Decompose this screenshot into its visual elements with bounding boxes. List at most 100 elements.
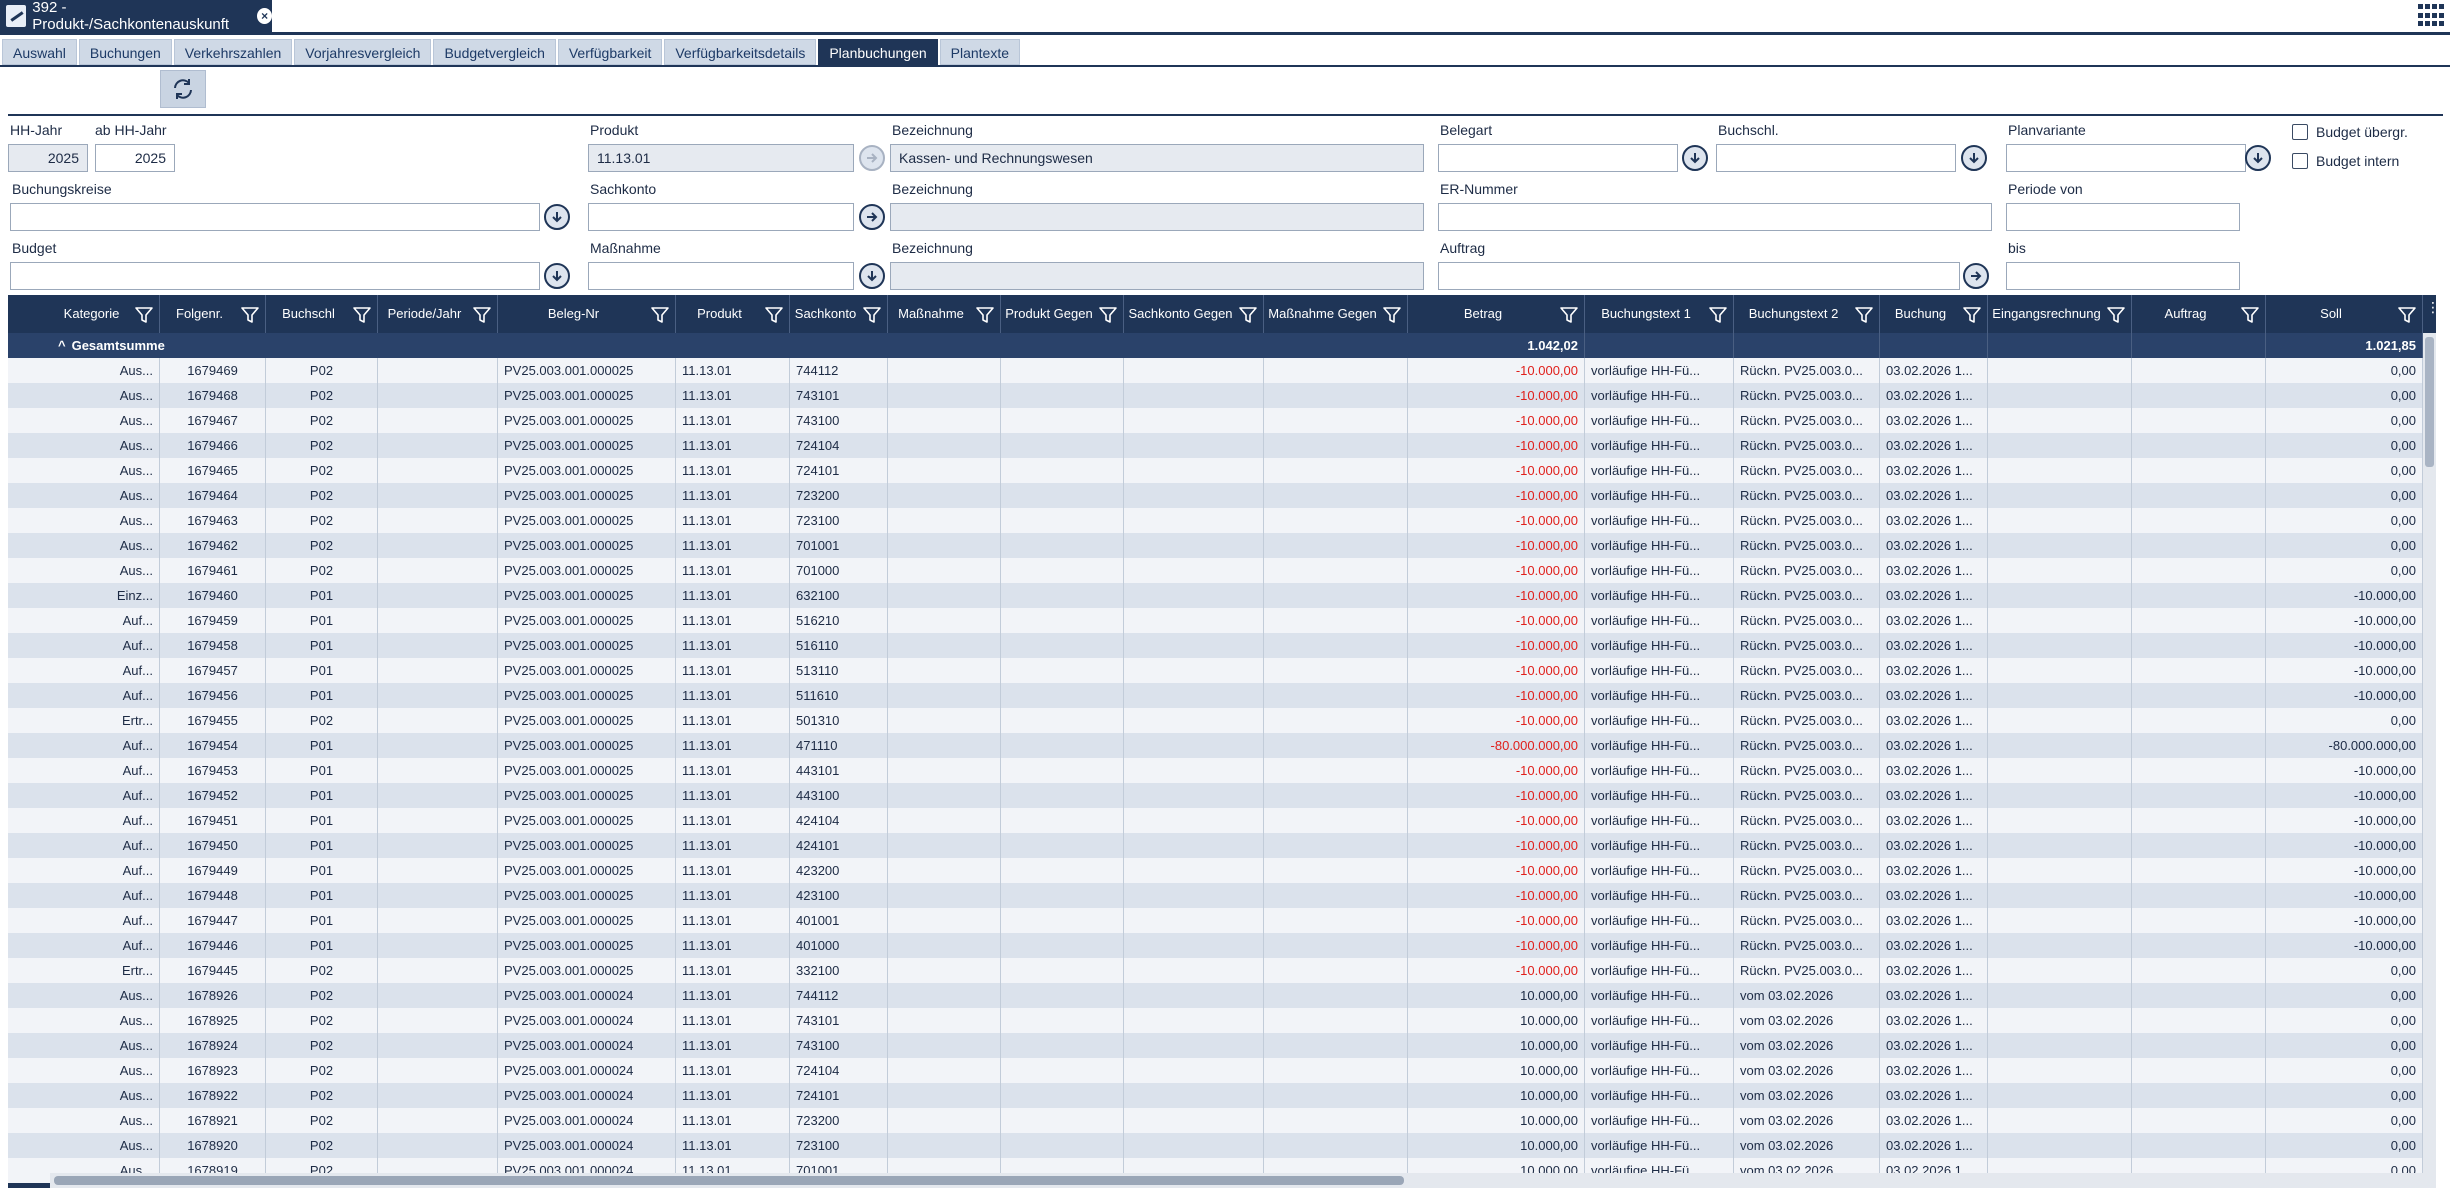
table-row[interactable]: Auf... 1679446 P01 PV25.003.001.000025 11.13… [8, 933, 2436, 958]
budget-uebergr-checkbox[interactable] [2292, 124, 2308, 140]
table-row[interactable]: Aus... 1679461 P02 PV25.003.001.000025 11.13… [8, 558, 2436, 583]
filter-icon[interactable] [862, 305, 882, 325]
table-row[interactable]: Auf... 1679447 P01 PV25.003.001.000025 11.13… [8, 908, 2436, 933]
tab-vorjahresvergleich[interactable]: Vorjahresvergleich [294, 39, 432, 65]
column-header[interactable]: Folgenr. [160, 295, 266, 333]
massnahme-field[interactable] [588, 262, 854, 290]
table-row[interactable]: Auf... 1679450 P01 PV25.003.001.000025 11.13… [8, 833, 2436, 858]
bis-field[interactable] [2006, 262, 2240, 290]
table-row[interactable]: Aus... 1679466 P02 PV25.003.001.000025 11.13… [8, 433, 2436, 458]
table-row[interactable]: Auf... 1679459 P01 PV25.003.001.000025 11.13… [8, 608, 2436, 633]
table-row[interactable]: Aus... 1679462 P02 PV25.003.001.000025 11.13… [8, 533, 2436, 558]
table-row[interactable]: Auf... 1679451 P01 PV25.003.001.000025 11.13… [8, 808, 2436, 833]
auftrag-field[interactable] [1438, 262, 1960, 290]
filter-icon[interactable] [764, 305, 784, 325]
collapse-icon[interactable]: ^ [58, 338, 66, 353]
table-row[interactable]: Aus... 1679467 P02 PV25.003.001.000025 11.13… [8, 408, 2436, 433]
ab-hh-jahr-field[interactable]: 2025 [95, 144, 175, 172]
column-header[interactable]: Auftrag [2132, 295, 2266, 333]
table-row[interactable]: Aus... 1678924 P02 PV25.003.001.000024 11.13… [8, 1033, 2436, 1058]
table-row[interactable]: Aus... 1678925 P02 PV25.003.001.000024 11.13… [8, 1008, 2436, 1033]
filter-icon[interactable] [2397, 305, 2417, 325]
filter-icon[interactable] [1962, 305, 1982, 325]
column-header[interactable]: Soll [2266, 295, 2423, 333]
filter-icon[interactable] [1098, 305, 1118, 325]
table-row[interactable]: Auf... 1679456 P01 PV25.003.001.000025 11.13… [8, 683, 2436, 708]
budget-dropdown-button[interactable] [544, 263, 570, 289]
close-icon[interactable]: × [257, 8, 272, 24]
table-row[interactable]: Aus... 1679463 P02 PV25.003.001.000025 11.13… [8, 508, 2436, 533]
belegart-field[interactable] [1438, 144, 1678, 172]
table-row[interactable]: Aus... 1678923 P02 PV25.003.001.000024 11.13… [8, 1058, 2436, 1083]
filter-icon[interactable] [1382, 305, 1402, 325]
column-header[interactable]: Buchungstext 1 [1585, 295, 1734, 333]
filter-icon[interactable] [2240, 305, 2260, 325]
summary-label[interactable]: ^ Gesamtsumme [50, 333, 1408, 358]
buchschl-dropdown-button[interactable] [1961, 145, 1987, 171]
sachkonto-field[interactable] [588, 203, 854, 231]
column-header[interactable]: Produkt [676, 295, 790, 333]
table-row[interactable]: Aus... 1678922 P02 PV25.003.001.000024 11.13… [8, 1083, 2436, 1108]
column-header[interactable]: Kategorie [50, 295, 160, 333]
planvariante-field[interactable] [2006, 144, 2246, 172]
column-header[interactable]: Betrag [1408, 295, 1585, 333]
table-row[interactable]: Aus... 1679469 P02 PV25.003.001.000025 11.13… [8, 358, 2436, 383]
tab-auswahl[interactable]: Auswahl [2, 39, 77, 65]
filter-icon[interactable] [2106, 305, 2126, 325]
horizontal-scrollbar-thumb[interactable] [54, 1176, 1404, 1185]
filter-icon[interactable] [1854, 305, 1874, 325]
filter-icon[interactable] [134, 305, 154, 325]
table-row[interactable]: Einz... 1679460 P01 PV25.003.001.000025 11.1… [8, 583, 2436, 608]
periode-von-field[interactable] [2006, 203, 2240, 231]
table-row[interactable]: Auf... 1679448 P01 PV25.003.001.000025 11.13… [8, 883, 2436, 908]
table-row[interactable]: Auf... 1679457 P01 PV25.003.001.000025 11.13… [8, 658, 2436, 683]
table-row[interactable]: Aus... 1678921 P02 PV25.003.001.000024 11.13… [8, 1108, 2436, 1133]
column-header[interactable]: Produkt Gegen [1001, 295, 1124, 333]
sachkonto-navigate-button[interactable] [859, 204, 885, 230]
vertical-scrollbar-thumb[interactable] [2425, 337, 2434, 467]
planvariante-dropdown-button[interactable] [2245, 145, 2271, 171]
column-header[interactable]: Buchung [1880, 295, 1988, 333]
horizontal-scrollbar[interactable] [50, 1173, 2423, 1188]
belegart-dropdown-button[interactable] [1682, 145, 1708, 171]
column-header[interactable]: Maßnahme [888, 295, 1001, 333]
column-header[interactable]: Buchungstext 2 [1734, 295, 1880, 333]
er-nummer-field[interactable] [1438, 203, 1992, 231]
column-menu-icon[interactable]: ⋮ [2426, 299, 2436, 315]
auftrag-navigate-button[interactable] [1963, 263, 1989, 289]
tab-plantexte[interactable]: Plantexte [939, 39, 1021, 65]
window-tab[interactable]: 392 - Produkt-/Sachkontenauskunft × [0, 0, 272, 33]
budget-field[interactable] [10, 262, 540, 290]
vertical-scrollbar[interactable] [2423, 333, 2436, 1188]
filter-icon[interactable] [240, 305, 260, 325]
table-row[interactable]: Aus... 1679464 P02 PV25.003.001.000025 11.13… [8, 483, 2436, 508]
table-row[interactable]: Aus... 1678926 P02 PV25.003.001.000024 11.13… [8, 983, 2436, 1008]
table-row[interactable]: Aus... 1679465 P02 PV25.003.001.000025 11.13… [8, 458, 2436, 483]
table-row[interactable]: Ertr... 1679445 P02 PV25.003.001.000025 11.1… [8, 958, 2436, 983]
app-grid-icon[interactable] [2418, 4, 2444, 28]
tab-verfügbarkeitsdetails[interactable]: Verfügbarkeitsdetails [664, 39, 817, 65]
table-row[interactable]: Aus... 1678920 P02 PV25.003.001.000024 11.13… [8, 1133, 2436, 1158]
tab-budgetvergleich[interactable]: Budgetvergleich [433, 39, 556, 65]
buchungskreise-field[interactable] [10, 203, 540, 231]
table-row[interactable]: Auf... 1679452 P01 PV25.003.001.000025 11.13… [8, 783, 2436, 808]
column-header[interactable]: Eingangsrechnung [1988, 295, 2132, 333]
buchschl-field[interactable] [1716, 144, 1956, 172]
tab-verkehrszahlen[interactable]: Verkehrszahlen [173, 39, 293, 65]
produkt-navigate-button[interactable] [859, 145, 885, 171]
column-header[interactable]: Maßnahme Gegen [1264, 295, 1408, 333]
filter-icon[interactable] [1708, 305, 1728, 325]
hh-jahr-field[interactable]: 2025 [8, 144, 88, 172]
tab-verfügbarkeit[interactable]: Verfügbarkeit [557, 39, 663, 65]
column-header[interactable]: Periode/Jahr [378, 295, 498, 333]
tab-buchungen[interactable]: Buchungen [78, 39, 172, 65]
buchungskreise-dropdown-button[interactable] [544, 204, 570, 230]
tab-planbuchungen[interactable]: Planbuchungen [818, 39, 938, 65]
produkt-field[interactable]: 11.13.01 [588, 144, 854, 172]
massnahme-dropdown-button[interactable] [859, 263, 885, 289]
filter-icon[interactable] [975, 305, 995, 325]
table-row[interactable]: Ertr... 1679455 P02 PV25.003.001.000025 11.1… [8, 708, 2436, 733]
filter-icon[interactable] [1559, 305, 1579, 325]
budget-intern-checkbox[interactable] [2292, 153, 2308, 169]
filter-icon[interactable] [650, 305, 670, 325]
